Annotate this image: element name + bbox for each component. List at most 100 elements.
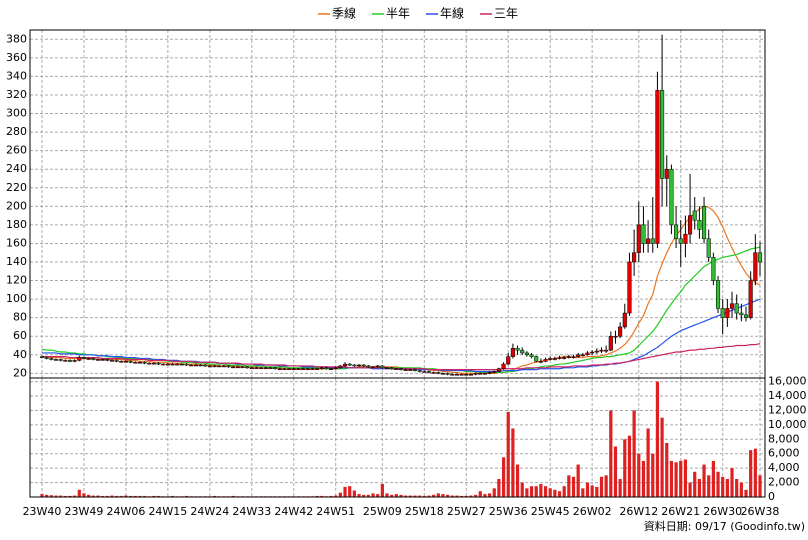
- candle-body: [114, 360, 119, 362]
- volume-bar: [520, 482, 524, 497]
- volume-bar: [394, 494, 398, 497]
- volume-bar: [744, 489, 748, 497]
- candle-body: [343, 363, 348, 367]
- volume-bar: [469, 495, 473, 497]
- volume-bar: [366, 494, 370, 497]
- candle-body: [245, 366, 250, 369]
- candle-body: [249, 367, 254, 370]
- candle-body: [142, 361, 147, 364]
- y2-tick-label: 10,000: [768, 418, 807, 431]
- volume-bar: [422, 495, 426, 497]
- volume-bar: [73, 495, 77, 497]
- volume-bar: [385, 493, 389, 497]
- candle-body: [636, 224, 641, 253]
- volume-bar: [212, 495, 217, 497]
- legend-label: 半年: [386, 7, 410, 21]
- candle-body: [254, 367, 259, 370]
- y2-tick-label: 8,000: [768, 432, 800, 445]
- candle-body: [44, 357, 49, 359]
- volume-bar: [464, 495, 468, 497]
- volume-bar: [315, 495, 319, 497]
- y2-tick-label: 12,000: [768, 403, 807, 416]
- candle-body: [137, 361, 142, 364]
- y-tick-label: 40: [13, 348, 27, 361]
- y-tick-label: 300: [6, 107, 27, 120]
- volume-bar: [432, 494, 436, 497]
- volume-bar: [156, 495, 161, 497]
- candle-body: [151, 362, 156, 365]
- legend-label: 年線: [440, 6, 464, 21]
- candle-body: [77, 357, 82, 361]
- volume-bar: [534, 486, 538, 497]
- volume-bar: [585, 482, 590, 497]
- candle-body: [608, 335, 613, 351]
- candle-body: [240, 366, 245, 369]
- volume-bar: [77, 489, 81, 497]
- volume-bar: [119, 495, 123, 497]
- candle-body: [590, 351, 595, 354]
- candle-body: [287, 368, 292, 370]
- volume-bar: [348, 486, 352, 497]
- volume-bar: [651, 453, 655, 497]
- candle-body: [576, 354, 581, 357]
- y-tick-label: 140: [6, 255, 27, 268]
- candle-body: [646, 238, 651, 244]
- volume-bar: [338, 492, 342, 497]
- candle-body: [105, 359, 110, 361]
- volume-bar: [380, 484, 384, 497]
- candle-body: [67, 360, 73, 362]
- candle-body: [473, 373, 478, 375]
- candle-body: [310, 368, 315, 370]
- volume-bar: [63, 495, 67, 497]
- volume-bar: [693, 471, 697, 497]
- candle-body: [296, 368, 301, 370]
- volume-bar: [609, 410, 613, 497]
- volume-bar: [543, 486, 548, 497]
- candle-body: [198, 364, 203, 367]
- candle-body: [534, 356, 539, 362]
- x-tick-label: 23W49: [65, 505, 104, 518]
- candle-body: [459, 374, 464, 376]
- volume-bar: [571, 476, 576, 497]
- volume-bar: [82, 493, 86, 497]
- candle-body: [674, 224, 679, 240]
- y2-tick-label: 6,000: [768, 447, 800, 460]
- candle-body: [72, 360, 77, 362]
- candle-body: [543, 359, 548, 362]
- candle-body: [566, 356, 571, 358]
- candle-body: [748, 280, 753, 318]
- candle-body: [329, 368, 334, 370]
- candle-body: [81, 357, 87, 359]
- candle-body: [743, 314, 749, 318]
- candle-body: [39, 356, 45, 358]
- volume-bar: [390, 494, 394, 497]
- volume-frame: [29, 377, 766, 498]
- y-tick-label: 320: [6, 88, 27, 101]
- candle-body: [599, 349, 604, 352]
- candle-body: [324, 367, 329, 370]
- candle-body: [305, 368, 310, 370]
- volume-bar: [632, 410, 636, 497]
- candle-body: [291, 368, 296, 370]
- volume-bar: [357, 494, 361, 497]
- candle-body: [454, 374, 459, 376]
- candle-body: [757, 252, 763, 263]
- y-tick-label: 260: [6, 144, 27, 157]
- candle-body: [53, 359, 59, 361]
- volume-bar: [707, 475, 711, 497]
- candle-body: [501, 363, 506, 369]
- x-tick-label: 26W02: [573, 505, 612, 518]
- candle-body: [436, 372, 441, 374]
- candle-body: [179, 363, 184, 366]
- volume-bar: [91, 495, 95, 497]
- volume-bar: [124, 495, 128, 497]
- volume-bar: [101, 495, 105, 497]
- y2-tick-label: 14,000: [768, 389, 807, 402]
- candle-body: [627, 261, 632, 314]
- candle-body: [412, 369, 418, 371]
- volume-bar: [40, 494, 44, 497]
- volume-bar: [753, 448, 757, 497]
- volume-bar: [404, 495, 408, 497]
- candle-body: [156, 362, 161, 365]
- y2-tick-label: 0: [768, 490, 775, 503]
